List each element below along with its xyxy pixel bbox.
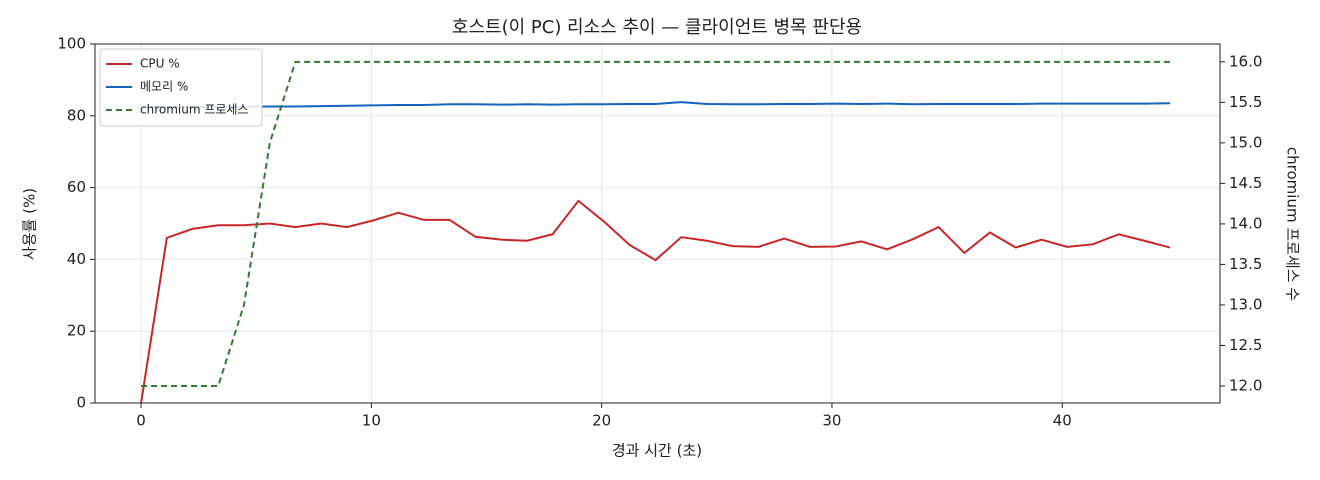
x-tick-label: 10 xyxy=(362,412,381,430)
y-tick-label: 0 xyxy=(76,394,86,412)
y-tick-label: 20 xyxy=(67,322,86,340)
y-axis-label: 사용률 (%) xyxy=(21,188,39,260)
x-tick-label: 20 xyxy=(592,412,611,430)
legend-label: 메모리 % xyxy=(140,80,188,94)
y2-tick-label: 15.0 xyxy=(1229,133,1262,151)
y-tick-label: 100 xyxy=(57,35,86,53)
series-line xyxy=(140,199,1171,404)
x-tick-label: 40 xyxy=(1053,412,1072,430)
y2-tick-label: 12.5 xyxy=(1229,336,1262,354)
y2-tick-label: 16.0 xyxy=(1229,52,1262,70)
x-tick-label: 30 xyxy=(822,412,841,430)
y-tick-label: 40 xyxy=(67,250,86,268)
x-tick-label: 0 xyxy=(136,412,146,430)
legend-label: CPU % xyxy=(140,57,180,71)
legend-box xyxy=(99,48,263,127)
legend-label: chromium 프로세스 xyxy=(140,103,249,117)
y-tick-label: 60 xyxy=(67,178,86,196)
y-tick-label: 80 xyxy=(67,106,86,124)
chart-title: 호스트(이 PC) 리소스 추이 — 클라이언트 병목 판단용 xyxy=(452,17,862,38)
x-axis-label: 경과 시간 (초) xyxy=(612,442,702,460)
y2-tick-label: 13.5 xyxy=(1229,255,1262,273)
y2-tick-label: 15.5 xyxy=(1229,93,1262,111)
plot-frame xyxy=(94,43,1221,404)
series-line xyxy=(141,101,1171,109)
y2-tick-label: 14.5 xyxy=(1229,174,1262,192)
y2-tick-label: 14.0 xyxy=(1229,214,1262,232)
y2-tick-label: 12.0 xyxy=(1229,376,1262,394)
series-line xyxy=(141,60,1171,387)
y2-axis-label: chromium 프로세스 수 xyxy=(1284,147,1302,301)
y2-tick-label: 13.0 xyxy=(1229,295,1262,313)
